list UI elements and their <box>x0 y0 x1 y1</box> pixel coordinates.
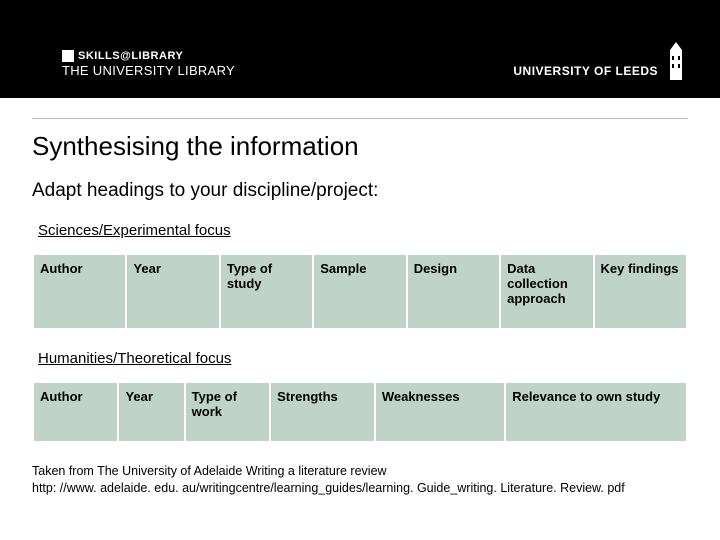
page-title: Synthesising the information <box>32 131 688 162</box>
col-author: Author <box>34 255 125 328</box>
col-sample: Sample <box>314 255 405 328</box>
section-label-humanities: Humanities/Theoretical focus <box>38 350 688 367</box>
col-author-2: Author <box>34 383 117 441</box>
footer-line-1: Taken from The University of Adelaide Wr… <box>32 464 387 478</box>
logo-left-bottom-text: THE UNIVERSITY LIBRARY <box>62 63 235 78</box>
logo-university-of-leeds: UNIVERSITY OF LEEDS <box>513 40 686 80</box>
header-bar: SKILLS@LIBRARY THE UNIVERSITY LIBRARY UN… <box>0 0 720 98</box>
logo-right-text: UNIVERSITY OF LEEDS <box>513 64 658 78</box>
table-humanities: Author Year Type of work Strengths Weakn… <box>32 383 688 441</box>
page-subtitle: Adapt headings to your discipline/projec… <box>32 180 688 202</box>
col-type-of-work: Type of work <box>186 383 269 441</box>
section-label-sciences: Sciences/Experimental focus <box>38 222 688 239</box>
col-relevance: Relevance to own study <box>506 383 686 441</box>
col-type-of-study: Type of study <box>221 255 312 328</box>
col-weaknesses: Weaknesses <box>376 383 504 441</box>
footer-line-2: http: //www. adelaide. edu. au/writingce… <box>32 481 625 495</box>
col-data-collection: Data collection approach <box>501 255 592 328</box>
col-year: Year <box>127 255 218 328</box>
col-design: Design <box>408 255 499 328</box>
tower-icon <box>666 40 686 80</box>
col-key-findings: Key findings <box>595 255 686 328</box>
col-strengths: Strengths <box>271 383 374 441</box>
footer-citation: Taken from The University of Adelaide Wr… <box>0 463 720 497</box>
logo-skills-library: SKILLS@LIBRARY THE UNIVERSITY LIBRARY <box>62 50 235 78</box>
slide-content: Synthesising the information Adapt headi… <box>0 119 720 441</box>
logo-square-icon <box>62 50 74 62</box>
logo-left-top-text: SKILLS@LIBRARY <box>78 50 183 62</box>
col-year-2: Year <box>119 383 183 441</box>
table-sciences: Author Year Type of study Sample Design … <box>32 255 688 328</box>
